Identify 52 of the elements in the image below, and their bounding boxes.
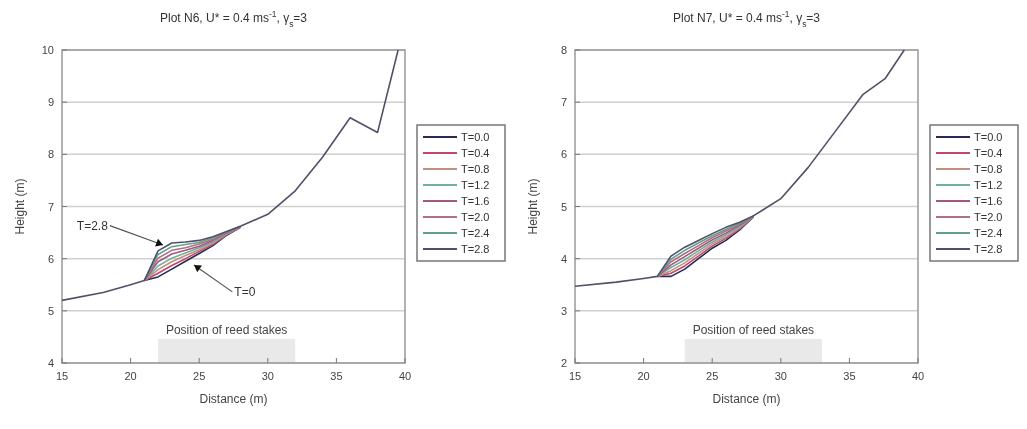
x-axis-title: Distance (m) [712,392,781,406]
y-tick-label: 2 [560,357,567,369]
legend-label: T=2.8 [461,243,490,255]
y-tick-label: 5 [47,304,54,317]
legend-label: T=0.8 [974,163,1003,175]
y-tick-label: 6 [47,252,54,265]
y-axis-title: Height (m) [526,178,540,235]
chart-title: Plot N7, U* = 0.4 ms$^{-1}$, γ$_{s}$=3 [672,9,821,29]
y-tick-label: 4 [560,252,567,265]
legend-label: T=1.6 [461,195,490,207]
legend-label: T=2.8 [974,243,1003,255]
y-tick-label: 4 [47,357,54,369]
band-label: Position of reed stakes [692,323,815,337]
legend-label: T=0.4 [461,147,490,159]
y-tick-label: 8 [560,44,567,56]
x-tick-label: 30 [774,370,787,382]
y-tick-label: 7 [560,96,567,109]
x-tick-label: 15 [55,370,69,382]
legend-label: T=1.6 [974,195,1003,207]
x-tick-label: 30 [261,370,274,382]
y-tick-label: 6 [560,148,567,161]
x-tick-label: 15 [568,370,582,382]
x-axis-title: Distance (m) [199,392,268,406]
legend-label: T=0.0 [461,131,490,143]
y-tick-label: 8 [47,148,54,161]
legend-label: T=0.0 [974,131,1003,143]
x-tick-label: 20 [637,370,650,382]
y-tick-label: 5 [560,200,567,213]
legend-label: T=1.2 [461,179,490,191]
x-tick-label: 40 [911,370,925,382]
x-tick-label: 35 [330,370,343,382]
x-tick-label: 35 [843,370,856,382]
chart-title: Plot N6, U* = 0.4 ms$^{-1}$, γ$_{s}$=3 [159,9,308,29]
x-tick-label: 20 [124,370,137,382]
y-axis-title: Height (m) [13,178,27,235]
y-tick-label: 7 [47,200,54,213]
legend-label: T=2.4 [461,227,490,239]
legend-label: T=0.8 [461,163,490,175]
legend-label: T=1.2 [974,179,1003,191]
legend-label: T=0.4 [974,147,1003,159]
legend-label: T=2.0 [461,211,490,223]
y-tick-label: 10 [41,44,54,56]
legend-label: T=2.0 [974,211,1003,223]
y-tick-label: 3 [560,304,567,317]
legend-label: T=2.4 [974,227,1003,239]
annotation: T=2.8 [76,218,109,233]
x-tick-label: 40 [398,370,412,382]
annotation: T=0 [234,284,256,299]
y-tick-label: 9 [47,96,54,109]
x-tick-label: 25 [193,370,206,382]
band-label: Position of reed stakes [165,323,288,337]
x-tick-label: 25 [706,370,719,382]
